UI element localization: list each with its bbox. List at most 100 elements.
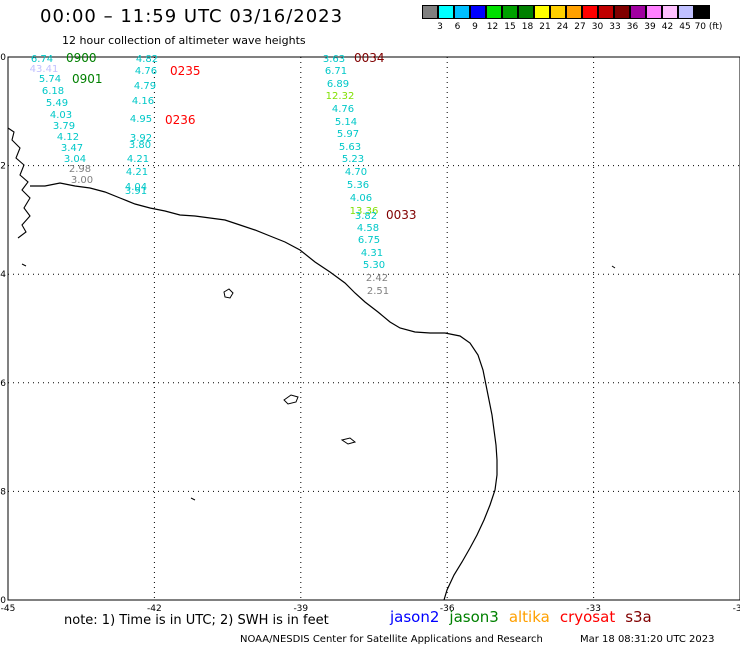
lon-tick-label: -33 [586, 604, 601, 614]
swh-value: 5.49 [46, 98, 68, 109]
island-1 [223, 288, 234, 299]
swh-value: 6.18 [42, 86, 64, 97]
swh-value: 4.76 [135, 66, 157, 77]
legend-swatch [662, 5, 678, 19]
swh-value: 3.91 [125, 186, 147, 197]
legend-swatch [422, 5, 438, 19]
legend-swatch [614, 5, 630, 19]
swh-value: 4.06 [350, 193, 372, 204]
legend-swatch [518, 5, 534, 19]
generation-timestamp: Mar 18 08:31:20 UTC 2023 [580, 634, 715, 645]
swh-value: 2.98 [69, 164, 91, 175]
legend-label: 6 [454, 22, 461, 32]
swh-value: 4.76 [332, 104, 354, 115]
legend-label: 3 [437, 22, 443, 32]
lat-tick-label: -8 [0, 487, 6, 497]
legend-swatch [502, 5, 518, 19]
legend-swatch [694, 5, 710, 19]
credit-line: NOAA/NESDIS Center for Satellite Applica… [240, 634, 543, 645]
lon-tick-label: -30 [733, 604, 740, 614]
swh-value: 4.16 [132, 96, 154, 107]
pass-time-label: 0034 [354, 51, 385, 65]
satellite-name: jason2 [390, 608, 440, 626]
legend-label: 21 [539, 22, 551, 32]
legend-swatch [486, 5, 502, 19]
axis-ticks: -45 -42 -39 -36 -33 -30 0 -2 -4 -6 -8 -10 [0, 53, 740, 614]
swh-value: 4.82 [136, 54, 158, 65]
lon-tick-label: -36 [440, 604, 455, 614]
legend-label: 18 [521, 22, 534, 32]
satellite-name: altika [508, 608, 550, 626]
swh-value: 2.42 [366, 273, 388, 284]
legend-label: 36 [626, 22, 639, 32]
swh-value: 4.21 [126, 167, 148, 178]
swh-value: 6.75 [358, 235, 380, 246]
lon-tick-label: -42 [147, 604, 162, 614]
legend-swatch [566, 5, 582, 19]
lon-tick-label: -39 [293, 604, 308, 614]
swh-value: 4.31 [361, 248, 383, 259]
swh-value: 6.89 [327, 79, 349, 90]
swh-value: 3.80 [129, 140, 151, 151]
island-2 [283, 394, 299, 405]
pass-time-label: 0033 [386, 208, 417, 222]
legend-label: 24 [556, 22, 569, 32]
legend-label: 9 [472, 22, 478, 32]
legend-swatch [438, 5, 454, 19]
swh-value: 3.79 [53, 121, 75, 132]
swh-value: 4.70 [345, 167, 367, 178]
swh-value: 3.92 [130, 133, 152, 144]
swh-value: 4.12 [57, 132, 79, 143]
pass-time-label: 0235 [170, 64, 201, 78]
legend-swatch [646, 5, 662, 19]
swh-value: 2.51 [367, 286, 389, 297]
island-3 [340, 437, 357, 445]
legend-swatch [630, 5, 646, 19]
satellite-legend: jason2 jason3 altika cryosat s3a [390, 608, 662, 626]
swh-value: 6.74 [31, 54, 53, 65]
satellite-name: jason3 [449, 608, 499, 626]
swh-value: 4.04 [125, 182, 147, 193]
map-grid [8, 57, 740, 600]
legend-label: 30 [591, 22, 604, 32]
swh-value: 4.58 [357, 223, 379, 234]
pass-time-label: 0901 [72, 72, 103, 86]
legend-swatch [598, 5, 614, 19]
swh-track-b: 4.824.76 4.79 4.16 4.95 3.923.80 4.21 4.21 4.04… [125, 54, 158, 197]
legend-swatch [470, 5, 486, 19]
legend-label: 45 [679, 22, 691, 32]
island-6 [190, 497, 196, 501]
swh-value: 5.23 [342, 154, 364, 165]
color-legend [422, 5, 710, 19]
lon-tick-label: -45 [1, 604, 16, 614]
satellite-name: s3a [625, 608, 652, 626]
legend-label: 70 (ft) [694, 22, 723, 32]
swh-value: 4.21 [127, 154, 149, 165]
lat-tick-label: -2 [0, 162, 6, 172]
swh-value: 5.74 [39, 74, 61, 85]
footer-note: note: 1) Time is in UTC; 2) SWH is in fe… [64, 613, 329, 628]
coastline [30, 182, 498, 601]
satellite-name: cryosat [559, 608, 616, 626]
swh-value: 4.03 [50, 110, 72, 121]
swh-value: 5.14 [335, 117, 357, 128]
pass-time-label: 0900 [66, 51, 97, 65]
legend-swatch [550, 5, 566, 19]
legend-swatch [678, 5, 694, 19]
coastline-northwest [7, 127, 31, 239]
legend-label: 33 [609, 22, 621, 32]
legend-label: 39 [644, 22, 656, 32]
swh-value: 3.47 [61, 143, 83, 154]
legend-label: 15 [504, 22, 516, 32]
swh-value: 3.00 [71, 175, 93, 186]
lat-tick-label: 0 [0, 53, 6, 63]
island-4 [21, 263, 27, 267]
swh-value: 5.36 [347, 180, 369, 191]
pass-time-label: 0236 [165, 113, 196, 127]
legend-label: 42 [661, 22, 674, 32]
legend-label: 12 [486, 22, 499, 32]
swh-value: 3.04 [64, 154, 86, 165]
lat-tick-label: -6 [0, 379, 6, 389]
